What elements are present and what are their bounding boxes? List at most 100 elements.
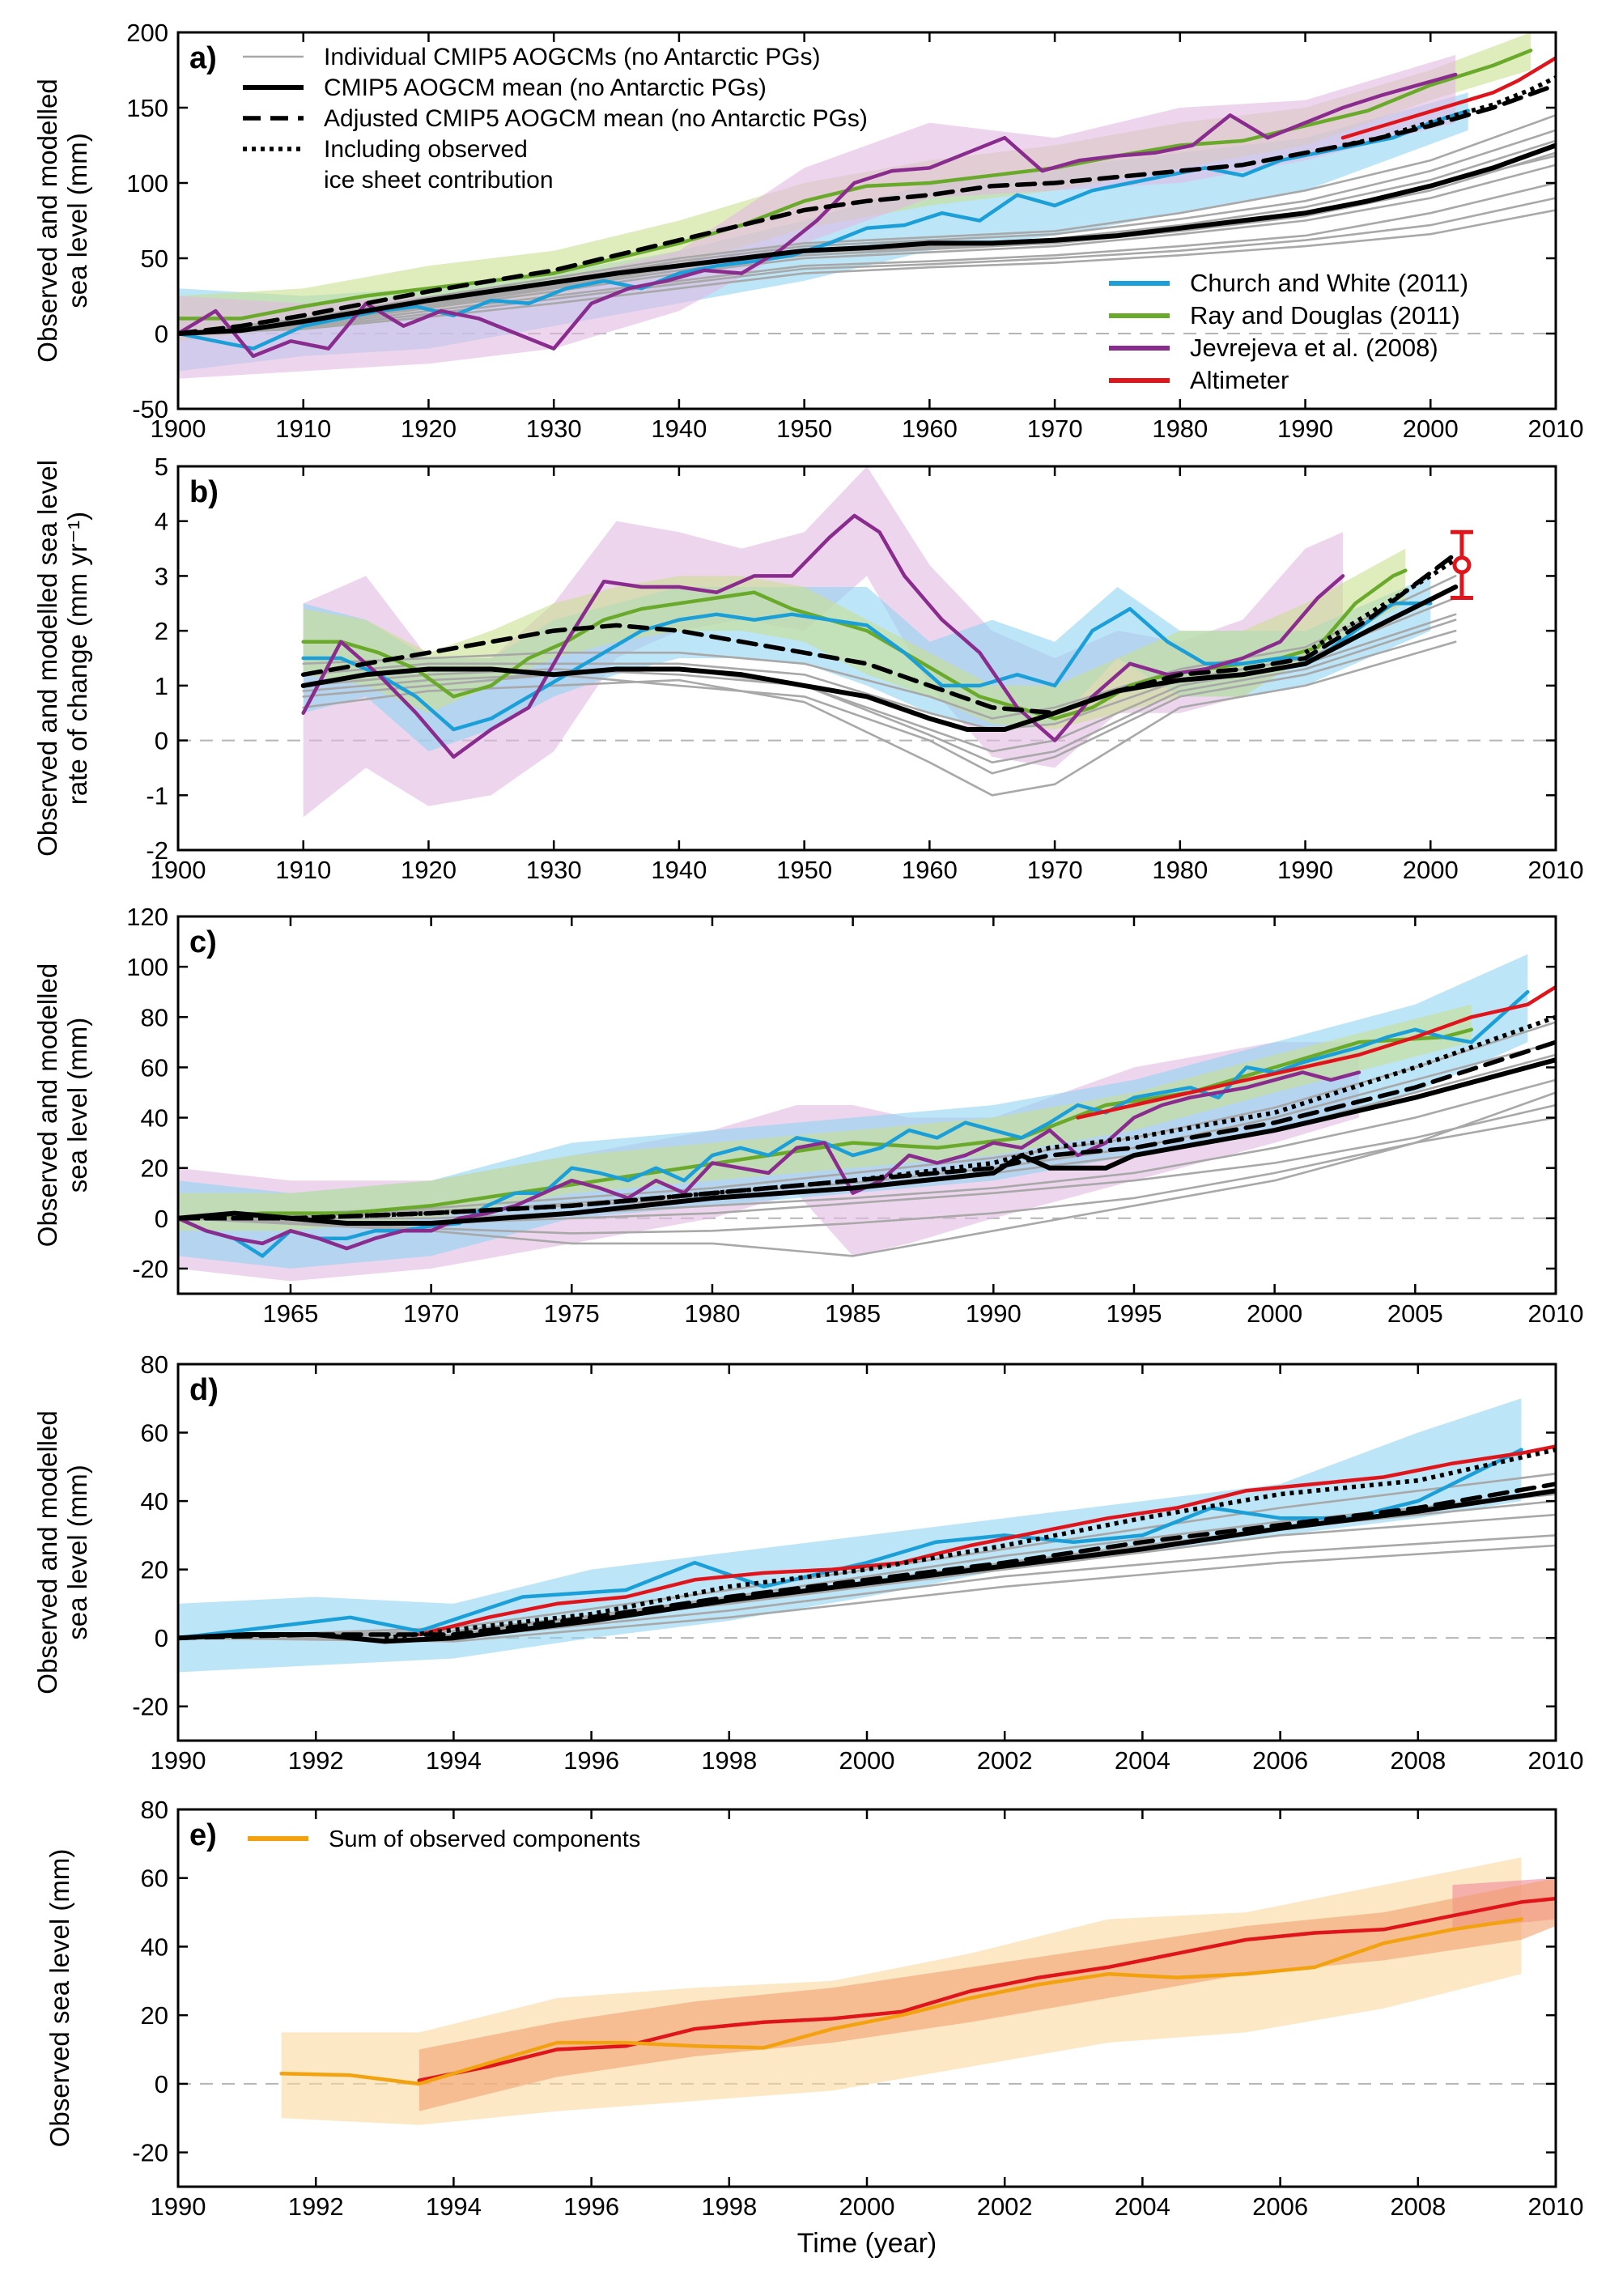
y-axis-label: sea level (mm) — [62, 1465, 92, 1639]
series-line-alt — [1340, 56, 1556, 140]
x-tick-label: 2006 — [1252, 1746, 1308, 1775]
legend-label: Altimeter — [1190, 366, 1289, 394]
legend-label: Jevrejeva et al. (2008) — [1190, 334, 1438, 362]
x-tick-label: 1940 — [651, 856, 707, 884]
y-tick-label: 20 — [141, 1154, 168, 1183]
x-tick-label: 1995 — [1106, 1299, 1162, 1328]
panel-b: 1900 1910 1920 1930 1940 1950 1960 1970 1980 1990… — [32, 453, 1583, 884]
legend-label: ice sheet contribution — [324, 167, 554, 193]
y-tick-label: -20 — [132, 1255, 168, 1283]
y-tick-label: 0 — [155, 727, 168, 755]
panel-label: b) — [189, 475, 219, 509]
legend-label: CMIP5 AOGCM mean (no Antarctic PGs) — [324, 74, 767, 101]
series-line-model — [178, 1021, 1556, 1220]
y-tick-label: 40 — [141, 1932, 168, 1961]
series-line-alt — [417, 1896, 1556, 2082]
y-tick-label: 5 — [155, 453, 168, 481]
uncertainty-band-ray_band — [178, 1004, 1472, 1231]
y-tick-label: 20 — [141, 2001, 168, 2030]
series-line-model — [302, 619, 1457, 763]
x-tick-label: 2008 — [1390, 2192, 1446, 2221]
x-tick-label: 1980 — [684, 1299, 740, 1328]
y-tick-label: 80 — [141, 1350, 168, 1379]
y-axis-label: Observed and modelled — [32, 963, 62, 1247]
x-tick-label: 2004 — [1115, 1746, 1170, 1775]
series-line-model — [178, 1116, 1556, 1257]
panel-a: 1900 1910 1920 1930 1940 1950 1960 1970 1980 1990… — [32, 19, 1583, 443]
x-tick-label: 1970 — [1027, 415, 1083, 443]
x-tick-label: 1970 — [1027, 856, 1083, 884]
y-axis-label: sea level (mm) — [62, 1018, 92, 1193]
series-line-model — [178, 197, 1556, 335]
y-tick-label: -20 — [132, 1693, 168, 1721]
y-tick-label: 0 — [155, 320, 168, 348]
series-line-church — [301, 602, 1433, 732]
series-line-model — [178, 1103, 1556, 1225]
series-line-model — [178, 1078, 1556, 1220]
series-line-model — [302, 640, 1457, 797]
x-tick-label: 2010 — [1528, 415, 1584, 443]
series-line-adjusted — [178, 83, 1556, 336]
legend-label: Ray and Douglas (2011) — [1190, 301, 1460, 330]
series-line-ray — [178, 49, 1533, 321]
plot-area — [178, 32, 1556, 379]
y-tick-label: 0 — [155, 1624, 168, 1652]
x-tick-label: 2000 — [839, 1746, 895, 1775]
plot-frame — [176, 915, 1557, 1295]
y-tick-label: 80 — [141, 1003, 168, 1031]
y-tick-label: 1 — [155, 672, 168, 700]
panel-label: e) — [189, 1818, 217, 1852]
y-tick-label: -2 — [146, 836, 168, 865]
series-line-model — [178, 181, 1556, 335]
x-tick-label: 1990 — [151, 1746, 206, 1775]
y-tick-label: 60 — [141, 1864, 168, 1893]
series-line-mean — [178, 1057, 1556, 1226]
y-tick-label: 60 — [141, 1419, 168, 1448]
series-line-model — [302, 575, 1457, 720]
series-line-adjusted — [300, 551, 1458, 716]
y-tick-label: 120 — [126, 903, 168, 931]
plot-area — [178, 1398, 1556, 1673]
legend-label: Sum of observed components — [329, 1826, 640, 1852]
plot-area — [178, 954, 1556, 1282]
x-tick-label: 2002 — [977, 1746, 1033, 1775]
series-line-adjusted — [178, 1040, 1556, 1221]
series-line-model — [302, 629, 1457, 775]
series-line-incl — [384, 1448, 1556, 1640]
series-line-incl — [1342, 75, 1556, 148]
y-tick-label: 20 — [141, 1556, 168, 1584]
x-tick-label: 1900 — [151, 415, 206, 443]
series-line-incl — [1304, 557, 1457, 655]
x-tick-label: 1970 — [403, 1299, 459, 1328]
y-tick-label: 50 — [141, 244, 168, 273]
plot-frame — [176, 465, 1557, 852]
series-line-alt — [417, 1444, 1556, 1637]
y-axis-label: Observed and modelled — [32, 79, 62, 362]
y-axis-label: rate of change (mm yr⁻¹) — [62, 512, 92, 805]
y-tick-label: 100 — [126, 953, 168, 981]
x-tick-label: 1996 — [563, 2192, 619, 2221]
model-legend: Individual CMIP5 AOGCMs (no Antarctic PG… — [243, 44, 868, 193]
x-tick-label: 1990 — [966, 1299, 1022, 1328]
x-tick-label: 2010 — [1528, 1299, 1584, 1328]
y-tick-label: 0 — [155, 2070, 168, 2098]
series-line-mean — [300, 585, 1459, 732]
x-tick-label: 1975 — [544, 1299, 600, 1328]
legend-label: Adjusted CMIP5 AOGCM mean (no Antarctic … — [324, 105, 868, 132]
x-tick-label: 2000 — [1403, 415, 1459, 443]
series-line-jev — [178, 72, 1458, 359]
x-tick-label: 1930 — [526, 856, 582, 884]
legend-label: Individual CMIP5 AOGCMs (no Antarctic PG… — [324, 44, 821, 70]
x-tick-label: 1998 — [701, 1746, 757, 1775]
x-tick-label: 1920 — [401, 415, 457, 443]
panel-d: 1990 1992 1994 1996 1998 2000 2002 2004 2006 2008… — [32, 1350, 1583, 1775]
uncertainty-band-jev_band — [303, 466, 1344, 818]
y-tick-label: 40 — [141, 1487, 168, 1516]
series-line-model — [178, 164, 1556, 335]
x-tick-label: 1996 — [563, 1746, 619, 1775]
x-tick-label: 1992 — [288, 1746, 344, 1775]
series-line-model — [178, 209, 1556, 335]
x-tick-label: 2000 — [1247, 1299, 1302, 1328]
legend-label: Church and White (2011) — [1190, 269, 1468, 297]
